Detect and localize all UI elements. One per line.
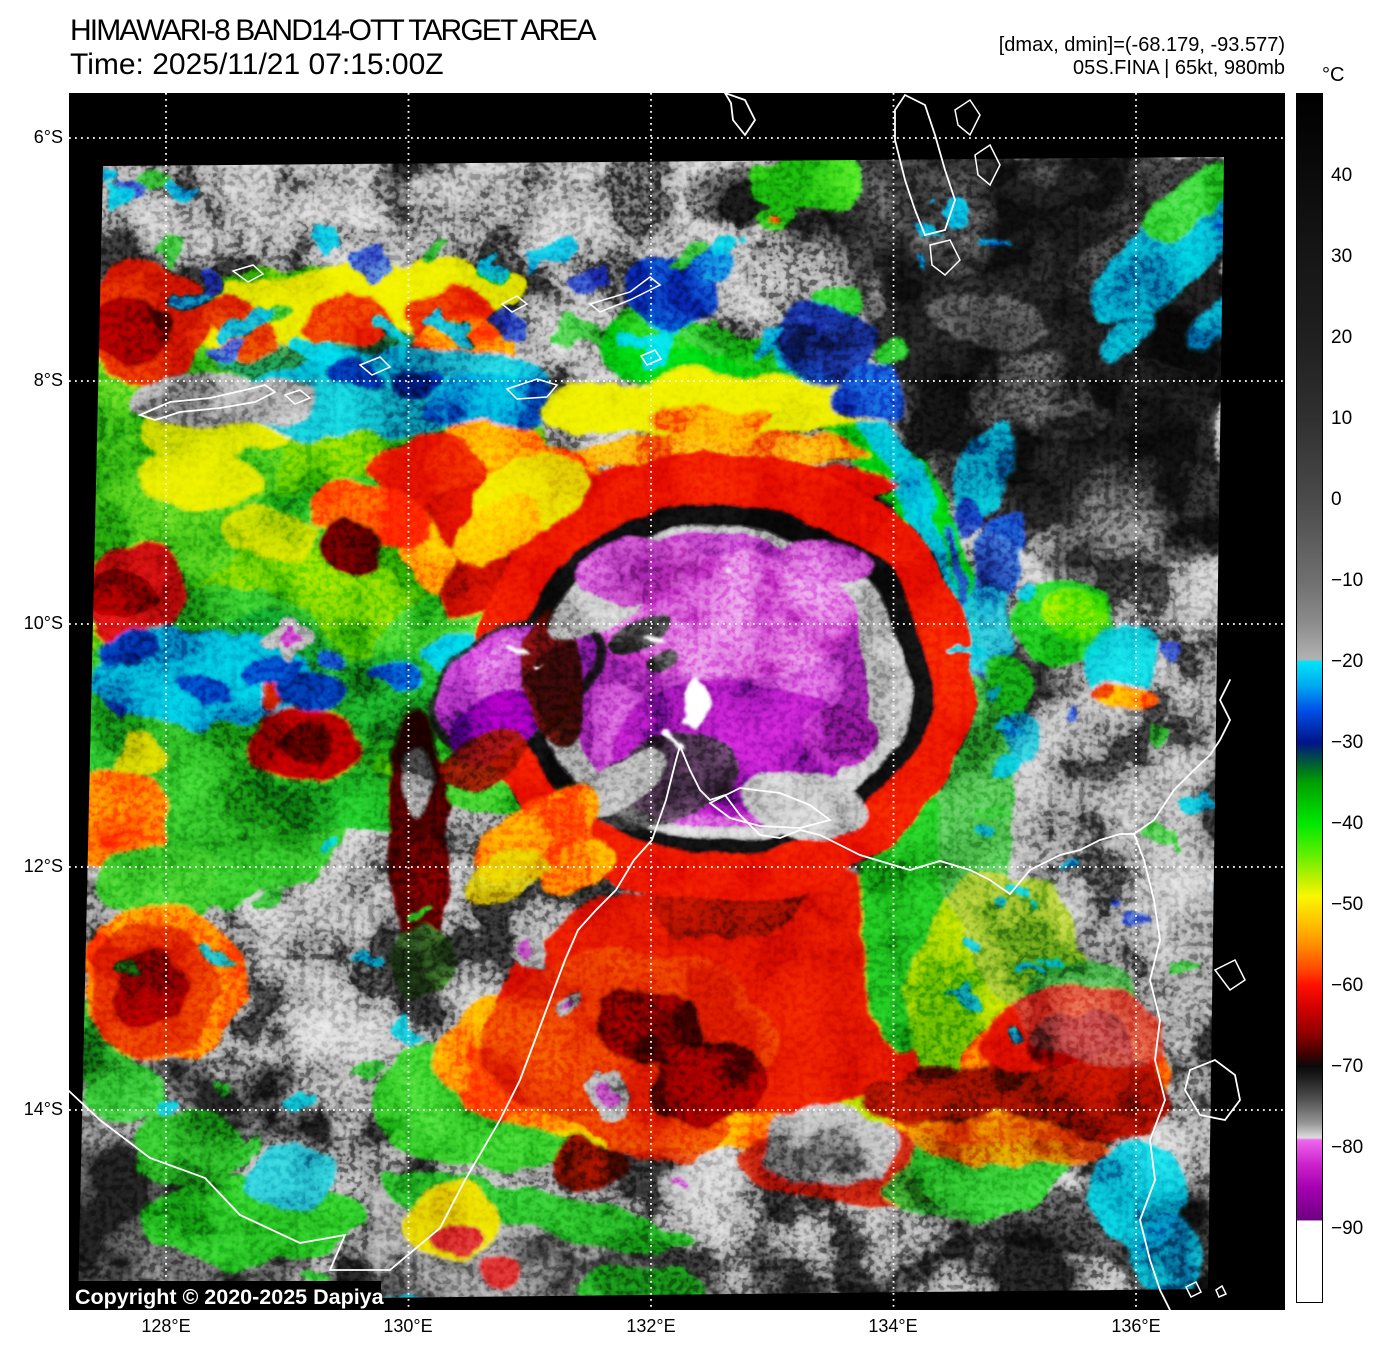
svg-text:Copyright © 2020-2025 Dapiya: Copyright © 2020-2025 Dapiya	[75, 1285, 385, 1309]
